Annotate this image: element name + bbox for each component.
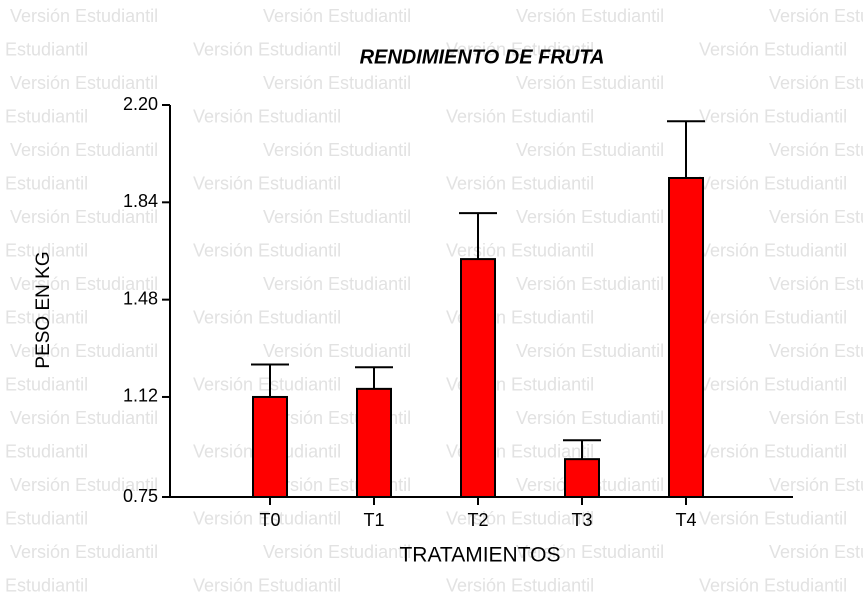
watermark: Versión Estudiantil (0, 307, 88, 327)
y-tick-label: 1.12 (123, 386, 158, 406)
watermark: Versión Estudiantil (516, 274, 664, 294)
x-tick-label: T0 (259, 510, 280, 530)
watermark: Versión Estudiantil (0, 508, 88, 528)
watermark: Versión Estudiantil (699, 307, 847, 327)
watermark: Versión Estudiantil (516, 542, 664, 562)
watermark: Versión Estudiantil (10, 207, 158, 227)
watermark: Versión Estudiantil (0, 106, 88, 126)
watermark: Versión Estudiantil (769, 341, 863, 361)
watermark: Versión Estudiantil (516, 73, 664, 93)
watermark: Versión Estudiantil (769, 73, 863, 93)
watermark: Versión Estudiantil (516, 408, 664, 428)
watermark: Versión Estudiantil (0, 441, 88, 461)
x-axis-label: TRATAMIENTOS (399, 544, 560, 567)
watermark-layer: Versión Estudiantil Versión Estudiantil Ve… (0, 6, 863, 592)
watermark: Versión Estudiantil (263, 140, 411, 160)
watermark: Versión Estudiantil (699, 240, 847, 260)
watermark: Versión Estudiantil (193, 240, 341, 260)
watermark: Versión Estudiantil (10, 341, 158, 361)
watermark: Versión Estudiantil (0, 39, 88, 59)
watermark: Versión Estudiantil (516, 341, 664, 361)
watermark: Versión Estudiantil (193, 39, 341, 59)
watermark: Versión Estudiantil (446, 575, 594, 592)
watermark: Versión Estudiantil (769, 6, 863, 26)
watermark: Versión Estudiantil (516, 6, 664, 26)
watermark: Versión Estudiantil (699, 106, 847, 126)
watermark: Versión Estudiantil (193, 106, 341, 126)
watermark: Versión Estudiantil (193, 307, 341, 327)
watermark: Versión Estudiantil (699, 575, 847, 592)
watermark: Versión Estudiantil (263, 341, 411, 361)
y-axis-label: PESO EN KG (33, 251, 54, 368)
y-tick-label: 2.20 (123, 94, 158, 114)
watermark: Versión Estudiantil (769, 274, 863, 294)
bar (564, 458, 600, 499)
watermark: Versión Estudiantil (446, 508, 594, 528)
watermark: Versión Estudiantil (516, 140, 664, 160)
watermark: Versión Estudiantil (10, 6, 158, 26)
watermark: Versión Estudiantil (699, 441, 847, 461)
watermark: Versión Estudiantil (193, 508, 341, 528)
bar (668, 176, 704, 498)
watermark: Versión Estudiantil (0, 374, 88, 394)
y-tick-label: 1.48 (123, 288, 158, 308)
y-tick-label: 0.75 (123, 486, 158, 506)
watermark: Versión Estudiantil (446, 240, 594, 260)
watermark: Versión Estudiantil (699, 508, 847, 528)
watermark: Versión Estudiantil (0, 173, 88, 193)
x-tick-label: T4 (675, 510, 696, 530)
watermark: Versión Estudiantil (769, 408, 863, 428)
watermark: Versión Estudiantil (10, 475, 158, 495)
watermark: Versión Estudiantil (10, 542, 158, 562)
watermark: Versión Estudiantil (699, 374, 847, 394)
watermark: Versión Estudiantil (446, 173, 594, 193)
watermark: Versión Estudiantil (193, 374, 341, 394)
watermark: Versión Estudiantil (769, 207, 863, 227)
watermark: Versión Estudiantil (10, 73, 158, 93)
bar (252, 395, 288, 498)
watermark: Versión Estudiantil (263, 73, 411, 93)
watermark: Versión Estudiantil (699, 39, 847, 59)
y-tick-label: 1.84 (123, 191, 158, 211)
watermark: Versión Estudiantil (769, 140, 863, 160)
bar (460, 258, 496, 498)
watermark: Versión Estudiantil (0, 575, 88, 592)
watermark: Versión Estudiantil (10, 408, 158, 428)
watermark: Versión Estudiantil (193, 173, 341, 193)
watermark: Versión Estudiantil (769, 542, 863, 562)
bar (356, 387, 392, 498)
watermark: Versión Estudiantil (446, 106, 594, 126)
x-tick-label: T1 (363, 510, 384, 530)
watermark: Versión Estudiantil (10, 140, 158, 160)
watermark: Versión Estudiantil (516, 207, 664, 227)
chart-title: RENDIMIENTO DE FRUTA (360, 46, 605, 68)
watermark: Versión Estudiantil (263, 274, 411, 294)
plot: 0.75 1.12 1.48 1.84 2.20 T0 T1 T2 T3 T4 (123, 94, 793, 530)
watermark: Versión Estudiantil (263, 6, 411, 26)
watermark: Versión Estudiantil (699, 173, 847, 193)
watermark: Versión Estudiantil (10, 274, 158, 294)
x-tick-label: T2 (467, 510, 488, 530)
watermark: Versión Estudiantil (263, 207, 411, 227)
watermark: Versión Estudiantil (0, 240, 88, 260)
watermark: Versión Estudiantil (193, 575, 341, 592)
watermark: Versión Estudiantil (446, 39, 594, 59)
x-tick-label: T3 (571, 510, 592, 530)
watermark: Versión Estudiantil (263, 542, 411, 562)
watermark: Versión Estudiantil (769, 475, 863, 495)
